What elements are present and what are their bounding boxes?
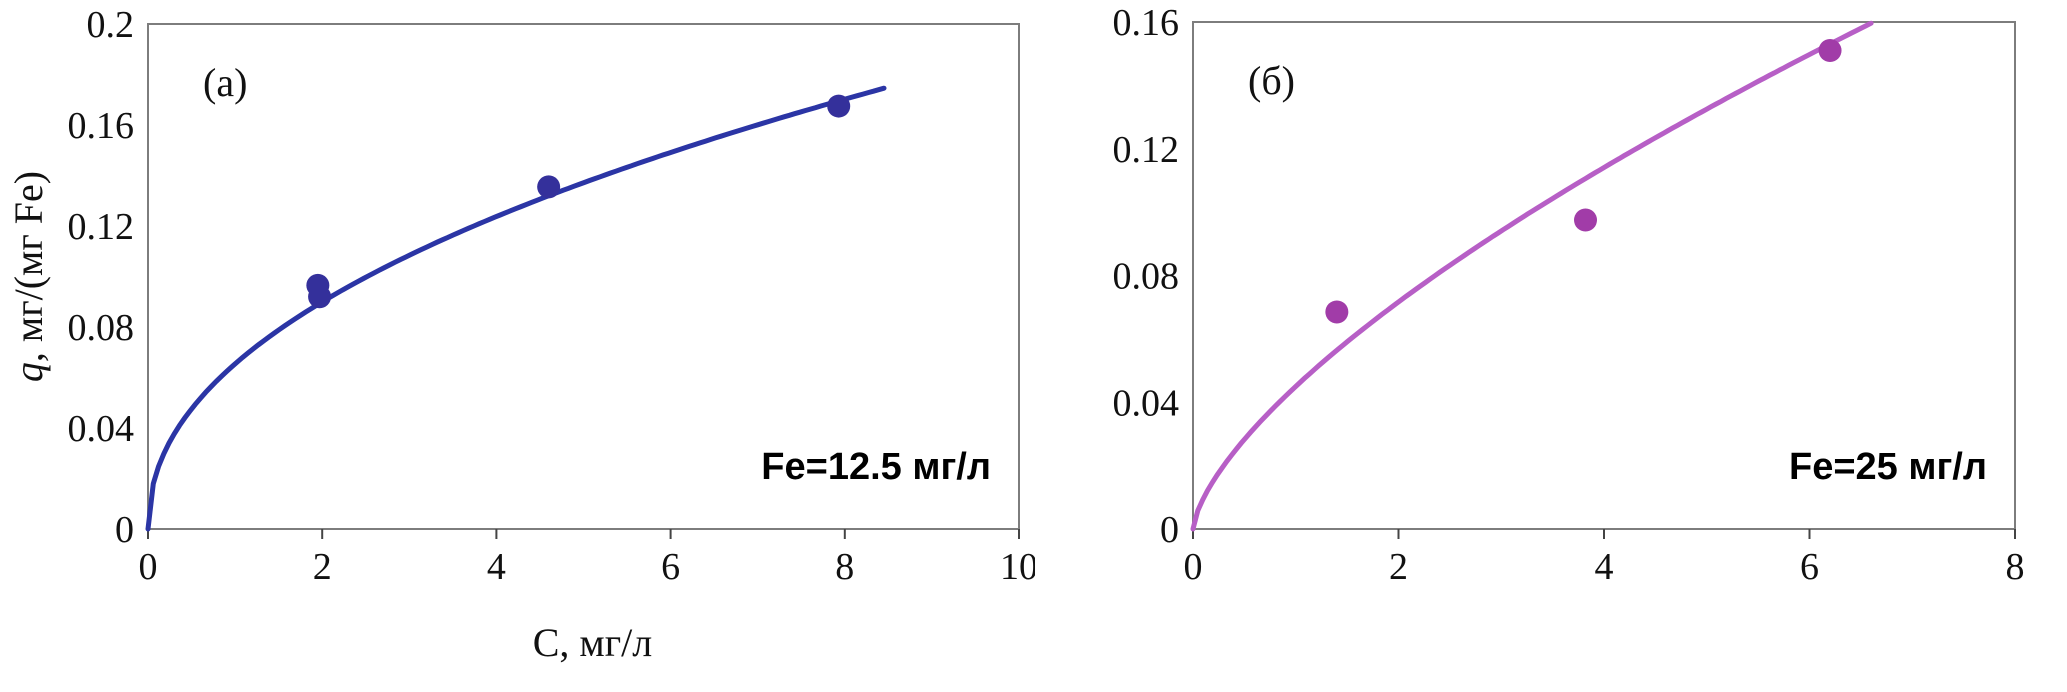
y-tick-label: 0 <box>115 509 134 551</box>
data-point <box>1818 39 1842 63</box>
y-tick-label: 0.12 <box>1113 129 1180 171</box>
y-axis-label: q, мг/(мг Fe) <box>6 171 51 382</box>
x-tick-label: 8 <box>835 546 854 588</box>
y-tick-label: 0.16 <box>1113 6 1180 44</box>
panel-label: (б) <box>1248 58 1295 103</box>
y-tick-label: 0.04 <box>68 408 135 450</box>
plot-border <box>147 23 1020 530</box>
y-tick-label: 0.2 <box>87 6 135 46</box>
chart-b-svg: 0 2 4 6 8 0 0.04 0.08 0.12 0.16 (б) Fe=25 мг/л <box>1113 6 2025 588</box>
fe-annotation: Fe=12.5 мг/л <box>761 446 991 488</box>
y-tick-label: 0.04 <box>1113 382 1180 424</box>
fit-curve <box>1190 20 1874 532</box>
y-tick-label: 0.08 <box>1113 256 1180 298</box>
panel-label: (а) <box>203 60 247 105</box>
x-tick-label: 4 <box>1595 546 1614 588</box>
x-tick-label: 0 <box>1184 546 1203 588</box>
data-point <box>308 285 332 309</box>
x-tick-label: 2 <box>313 546 332 588</box>
x-tick-label: 6 <box>1800 546 1819 588</box>
y-tick-label: 0.08 <box>68 307 135 349</box>
data-point <box>537 175 561 199</box>
data-point <box>1325 300 1349 324</box>
y-tick-label: 0.12 <box>68 206 135 248</box>
data-point <box>827 94 851 118</box>
fit-curve <box>145 85 887 532</box>
panel-b: 0 2 4 6 8 0 0.04 0.08 0.12 0.16 (б) Fe=25 мг/л <box>1035 6 2067 692</box>
x-axis-label: С, мг/л <box>532 620 653 665</box>
data-point <box>1574 208 1598 232</box>
fe-annotation: Fe=25 мг/л <box>1789 446 1987 488</box>
x-tick-label: 10 <box>1000 546 1035 588</box>
chart-a-svg: 0 2 4 6 8 10 0 0.04 0.08 0.12 0.16 0.2 (а) Fe=12.5 мг… <box>6 6 1035 588</box>
panel-a: 0 2 4 6 8 10 0 0.04 0.08 0.12 0.16 0.2 (а) Fe=12.5 мг… <box>0 6 1035 692</box>
x-tick-label: 8 <box>2006 546 2025 588</box>
y-tick-label: 0 <box>1160 509 1179 551</box>
y-tick-label: 0.16 <box>68 105 135 147</box>
x-tick-label: 4 <box>487 546 506 588</box>
x-tick-label: 6 <box>661 546 680 588</box>
x-tick-label: 2 <box>1389 546 1408 588</box>
x-tick-label: 0 <box>139 546 158 588</box>
